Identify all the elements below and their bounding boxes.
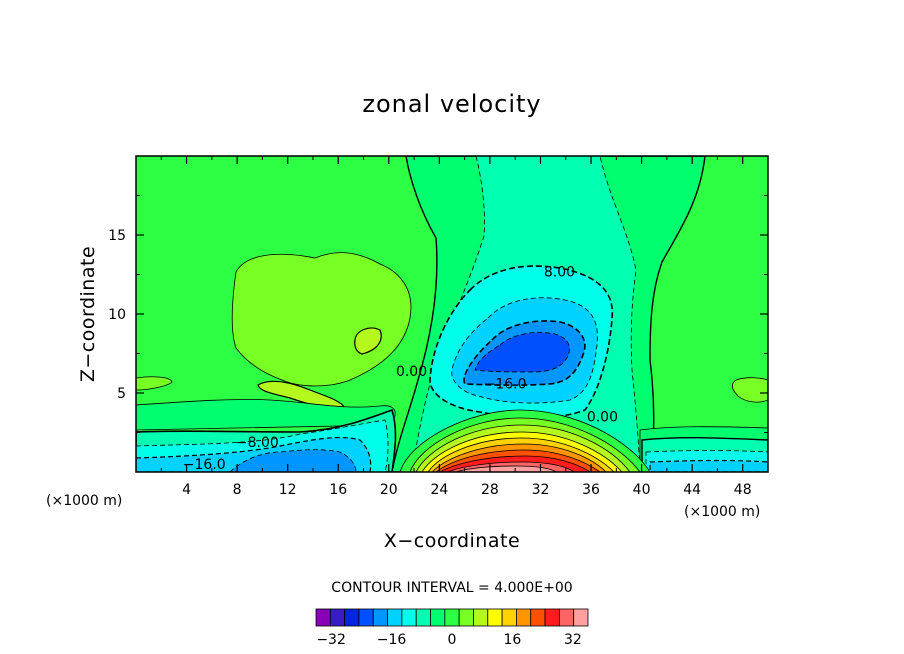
region-right-band-4 <box>649 459 768 472</box>
y-axis-ticks: 5 10 15 <box>108 195 768 433</box>
colorbar-swatch <box>329 608 346 627</box>
region-left-band-1 <box>136 399 396 431</box>
colorbar-ticks: −32 −16 0 16 32 <box>316 632 581 648</box>
contour-field <box>136 156 768 472</box>
colorbar-swatch <box>501 608 517 627</box>
x-tick-label: 36 <box>582 482 600 498</box>
colorbar-swatch <box>315 608 331 627</box>
colorbar-swatch <box>558 608 575 627</box>
colorbar-tick-label: 16 <box>504 632 522 648</box>
x-tick-label: 44 <box>683 482 701 498</box>
colorbar <box>315 608 589 627</box>
region-hot-core <box>399 409 651 472</box>
colorbar-swatch <box>530 608 546 627</box>
x-tick-label: 4 <box>182 482 191 498</box>
colorbar-swatch <box>458 608 474 627</box>
x-tick-label: 28 <box>481 482 499 498</box>
x-unit-left: (×1000 m) <box>46 493 122 509</box>
x-tick-label: 32 <box>532 482 550 498</box>
contour-label: −16.0 <box>484 377 527 393</box>
y-tick-label: 15 <box>108 228 126 244</box>
contour-label: −8.00 <box>236 435 279 451</box>
contour-labels: 8.00 0.00 −16.0 0.00 −8.00 −16.0 <box>183 264 618 473</box>
region-right-blob <box>732 377 768 403</box>
colorbar-swatch <box>516 608 532 627</box>
x-axis-ticks: 4 8 12 16 20 24 28 32 36 40 44 48 <box>160 156 752 498</box>
x-tick-label: 24 <box>430 482 448 498</box>
colorbar-tick-label: 32 <box>564 632 582 648</box>
colorbar-swatch <box>358 608 374 627</box>
colorbar-swatch <box>444 608 460 627</box>
x-tick-label: 48 <box>734 482 752 498</box>
region-right-left-edge-blob <box>136 376 173 391</box>
colorbar-swatch <box>473 608 489 627</box>
x-tick-label: 12 <box>279 482 297 498</box>
contour-label: 0.00 <box>396 364 427 380</box>
x-tick-label: 8 <box>233 482 242 498</box>
colorbar-swatch <box>487 608 503 627</box>
contour-label: −16.0 <box>183 457 226 473</box>
x-tick-label: 20 <box>380 482 398 498</box>
chart-title: zonal velocity <box>362 90 541 118</box>
contour-label: 0.00 <box>587 410 618 426</box>
colorbar-swatch <box>387 608 403 627</box>
contour-interval: CONTOUR INTERVAL = 4.000E+00 <box>331 580 572 596</box>
colorbar-swatch <box>573 608 589 627</box>
colorbar-tick-label: 0 <box>448 632 457 648</box>
colorbar-tick-label: −16 <box>377 632 407 648</box>
colorbar-swatch <box>544 608 560 627</box>
colorbar-tick-label: −32 <box>316 632 346 648</box>
y-tick-label: 5 <box>117 386 126 402</box>
x-tick-label: 40 <box>633 482 651 498</box>
colorbar-swatch <box>430 608 446 627</box>
y-axis-label: Z−coordinate <box>77 246 99 382</box>
region-core-4 <box>474 332 570 373</box>
colorbar-swatch <box>372 608 388 627</box>
contour-label: 8.00 <box>544 264 575 280</box>
colorbar-swatch <box>415 608 431 627</box>
colorbar-swatch <box>401 608 417 627</box>
colorbar-swatch <box>344 608 360 627</box>
region-left-band-5 <box>229 449 357 472</box>
region-small-blob <box>354 327 382 355</box>
x-unit-right: (×1000 m) <box>684 504 760 520</box>
x-axis-label: X−coordinate <box>384 530 520 552</box>
x-tick-label: 16 <box>329 482 347 498</box>
y-tick-label: 10 <box>108 307 126 323</box>
